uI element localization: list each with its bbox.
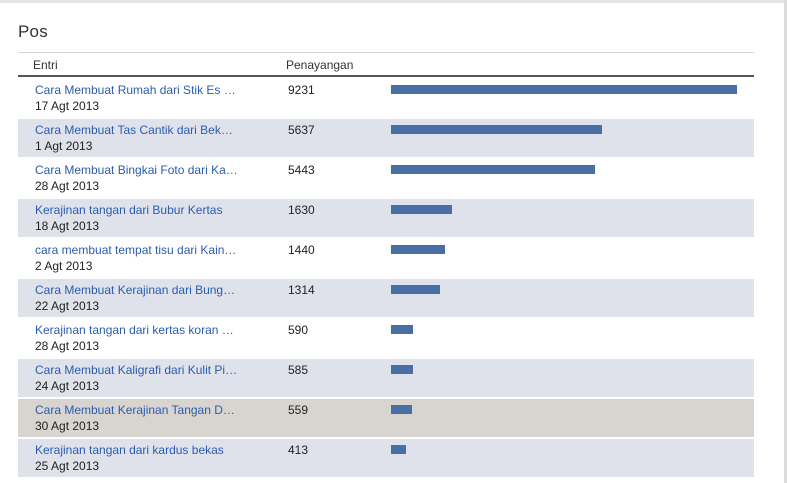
table-row: Cara Membuat Rumah dari Stik Es … 17 Agt…: [18, 79, 754, 117]
table-row: Kerajinan tangan dari kardus bekas 25 Ag…: [18, 439, 754, 477]
view-count: 559: [288, 403, 309, 417]
view-count: 585: [288, 363, 309, 377]
post-date: 18 Agt 2013: [35, 219, 100, 233]
post-title-link[interactable]: Cara Membuat Rumah dari Stik Es …: [35, 83, 236, 97]
panel-title: Pos: [18, 22, 48, 41]
views-bar: [391, 165, 595, 174]
views-bar: [391, 325, 413, 334]
table-row: Cara Membuat Tas Cantik dari Bek… 1 Agt …: [18, 119, 754, 157]
post-date: 28 Agt 2013: [35, 179, 100, 193]
view-count: 9231: [288, 83, 315, 97]
view-count: 590: [288, 323, 309, 337]
views-bar: [391, 85, 737, 94]
views-bar: [391, 365, 413, 374]
column-header-entry: Entri: [33, 58, 58, 72]
view-count: 1314: [288, 283, 315, 297]
views-bar: [391, 405, 412, 414]
post-date: 24 Agt 2013: [35, 379, 100, 393]
table-row: Cara Membuat Kerajinan dari Bung… 22 Agt…: [18, 279, 754, 317]
post-title-link[interactable]: Cara Membuat Tas Cantik dari Bek…: [35, 123, 233, 137]
view-count: 1630: [288, 203, 315, 217]
views-bar: [391, 125, 602, 134]
views-bar: [391, 205, 452, 214]
header-divider: [18, 75, 754, 77]
posts-table: Cara Membuat Rumah dari Stik Es … 17 Agt…: [18, 79, 754, 479]
table-row: Cara Membuat Kaligrafi dari Kulit Pi… 24…: [18, 359, 754, 397]
post-title-link[interactable]: Kerajinan tangan dari Bubur Kertas: [35, 203, 223, 217]
post-date: 2 Agt 2013: [35, 259, 93, 273]
table-row: Cara Membuat Kerajinan Tangan D… 30 Agt …: [18, 399, 754, 437]
views-bar: [391, 245, 445, 254]
post-title-link[interactable]: Kerajinan tangan dari kertas koran …: [35, 323, 234, 337]
post-title-link[interactable]: Cara Membuat Kaligrafi dari Kulit Pi…: [35, 363, 238, 377]
views-bar: [391, 285, 440, 294]
table-row: Kerajinan tangan dari Bubur Kertas 18 Ag…: [18, 199, 754, 237]
column-header-views: Penayangan: [286, 58, 354, 72]
table-row: cara membuat tempat tisu dari Kain… 2 Ag…: [18, 239, 754, 277]
post-title-link[interactable]: Cara Membuat Bingkai Foto dari Ka…: [35, 163, 238, 177]
post-date: 1 Agt 2013: [35, 139, 93, 153]
views-bar: [391, 445, 406, 454]
table-row: Cara Membuat Bingkai Foto dari Ka… 28 Ag…: [18, 159, 754, 197]
right-border: [784, 0, 787, 483]
view-count: 5443: [288, 163, 315, 177]
title-divider: [18, 52, 754, 53]
post-title-link[interactable]: Cara Membuat Kerajinan Tangan D…: [35, 403, 235, 417]
post-date: 30 Agt 2013: [35, 419, 100, 433]
post-title-link[interactable]: Kerajinan tangan dari kardus bekas: [35, 443, 224, 457]
post-date: 28 Agt 2013: [35, 339, 100, 353]
view-count: 1440: [288, 243, 315, 257]
view-count: 413: [288, 443, 309, 457]
top-border: [0, 0, 787, 3]
post-date: 22 Agt 2013: [35, 299, 100, 313]
table-header: Entri Penayangan: [18, 56, 754, 74]
table-row: Kerajinan tangan dari kertas koran … 28 …: [18, 319, 754, 357]
post-date: 25 Agt 2013: [35, 459, 100, 473]
view-count: 5637: [288, 123, 315, 137]
post-date: 17 Agt 2013: [35, 99, 100, 113]
post-title-link[interactable]: Cara Membuat Kerajinan dari Bung…: [35, 283, 236, 297]
post-title-link[interactable]: cara membuat tempat tisu dari Kain…: [35, 243, 237, 257]
